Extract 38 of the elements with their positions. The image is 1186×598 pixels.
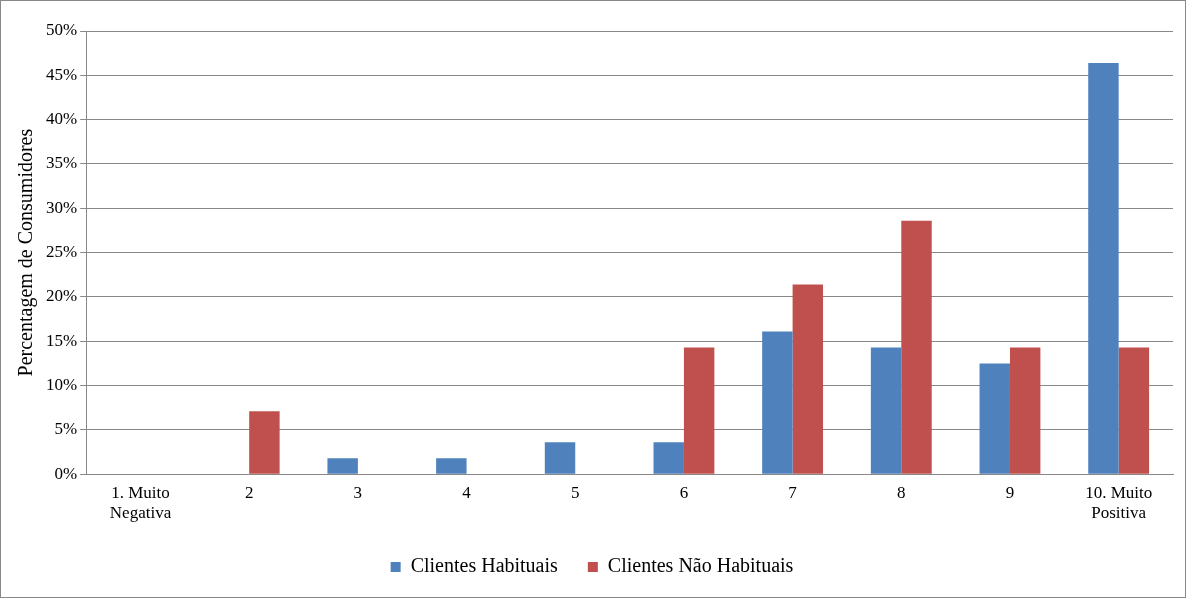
- bar: [1009, 347, 1041, 474]
- bar: [249, 411, 280, 474]
- x-tick-label: 7: [788, 482, 798, 502]
- x-tick-label: 8: [897, 482, 906, 502]
- y-tick-label: 20%: [45, 286, 78, 306]
- y-tick-label: 45%: [45, 64, 78, 84]
- legend-label: Clientes Habituais: [410, 554, 559, 577]
- y-tick-label: 5%: [54, 419, 78, 439]
- bar: [327, 458, 358, 474]
- x-tick-label: 2: [244, 482, 254, 502]
- y-tick-label: 40%: [45, 109, 78, 129]
- y-axis-title: Percentagem de Consumidores: [14, 128, 38, 377]
- y-tick-label: 35%: [45, 153, 78, 173]
- bar: [1118, 347, 1150, 474]
- legend-label: Clientes Não Habituais: [607, 554, 794, 577]
- bar: [653, 442, 684, 474]
- y-tick-label: 50%: [45, 20, 78, 40]
- bar: [544, 442, 576, 474]
- y-tick-label: 30%: [45, 197, 78, 217]
- bar: [683, 347, 715, 474]
- y-tick-label: 15%: [45, 330, 78, 350]
- bar: [436, 458, 467, 474]
- bar: [792, 284, 824, 474]
- y-tick-label: 25%: [45, 242, 78, 262]
- y-tick-label: 0%: [54, 463, 78, 483]
- bar: [1088, 62, 1119, 474]
- x-tick-label: 1. Muito Negativa: [109, 482, 172, 523]
- x-tick-label: 5: [570, 482, 580, 502]
- bar: [979, 363, 1010, 474]
- x-tick-label: 3: [353, 482, 363, 502]
- x-tick-label: 4: [462, 482, 472, 502]
- bar: [870, 347, 902, 474]
- x-tick-label: 6: [679, 482, 689, 502]
- x-tick-label: 9: [1005, 482, 1015, 502]
- y-tick-label: 10%: [45, 375, 78, 395]
- x-tick-label: 10. Muito Positiva: [1085, 482, 1153, 523]
- bar: [901, 220, 932, 474]
- bar: [762, 331, 793, 474]
